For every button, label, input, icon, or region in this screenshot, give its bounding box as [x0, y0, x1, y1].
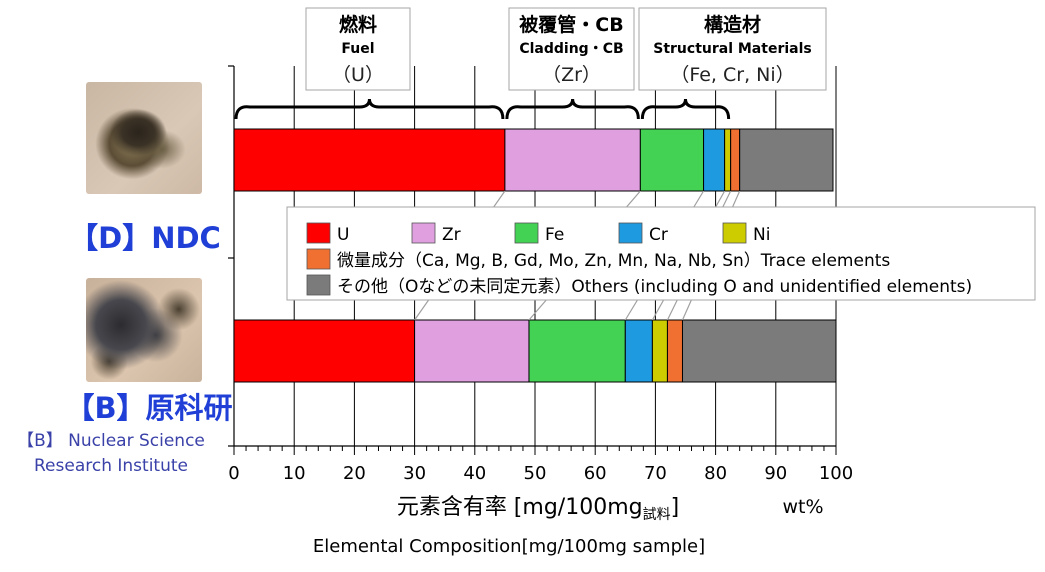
group-title-jp: 燃料 [339, 13, 377, 36]
bar-segment-fe [639, 128, 705, 192]
group-title-jp: 構造材 [704, 13, 761, 36]
x-axis-label-jp: 元素含有率 [mg/100mg試料] [397, 495, 679, 523]
x-axis-label-en: Elemental Composition[mg/100mg sample] [313, 536, 705, 557]
sample-d-label: 【D】NDC [69, 221, 221, 255]
bar-segment-u [233, 128, 506, 192]
group-brace [234, 98, 505, 120]
legend-label-u: U [337, 225, 349, 245]
bar-segment-zr [414, 319, 530, 383]
group-elements: （U） [332, 64, 384, 86]
group-brace [640, 98, 731, 120]
bar-segment-u [233, 319, 416, 383]
bar-segment-trace [730, 128, 741, 192]
sample-b-label: 【B】原科研 [65, 391, 232, 425]
group-box [638, 7, 827, 91]
legend-label-fe: Fe [545, 225, 564, 245]
x-tick-label: 90 [764, 463, 787, 484]
legend-swatch-cr [618, 222, 643, 244]
x-tick-label: 0 [228, 463, 239, 484]
group-title-jp: 被覆管・CB [519, 13, 623, 36]
x-tick-label: 70 [644, 463, 667, 484]
legend-label-ni: Ni [753, 225, 770, 245]
x-tick-label: 60 [584, 463, 607, 484]
group-box [508, 7, 635, 91]
group-elements: （Fe, Cr, Ni） [670, 64, 794, 86]
sample-b-photo [86, 278, 202, 382]
sample-b-sublabel: Research Institute [34, 456, 188, 476]
x-tick-label: 80 [704, 463, 727, 484]
x-tick-label: 50 [524, 463, 547, 484]
bar-segment-others [739, 128, 834, 192]
legend-label-trace: 微量成分（Ca, Mg, B, Gd, Mo, Zn, Mn, Na, Nb, … [337, 251, 890, 271]
x-axis-unit: wt% [782, 496, 823, 518]
bar-segment-trace [666, 319, 683, 383]
legend-label-others: その他（Oなどの未同定元素）Others (including O and un… [337, 277, 972, 297]
bar-segment-cr [624, 319, 653, 383]
group-brace [505, 98, 640, 120]
sample-b-sublabel: 【B】 Nuclear Science [17, 431, 205, 451]
x-tick-label: 30 [403, 463, 426, 484]
legend-label-zr: Zr [442, 225, 461, 245]
legend-swatch-u [306, 222, 331, 244]
legend-box [286, 206, 1036, 301]
group-box [305, 7, 411, 91]
legend-swatch-fe [514, 222, 539, 244]
bar-segment-zr [504, 128, 641, 192]
legend-label-cr: Cr [649, 225, 668, 245]
legend-swatch-trace [306, 248, 331, 270]
legend-swatch-others [306, 274, 331, 296]
bar-segment-others [681, 319, 837, 383]
bar-segment-cr [703, 128, 726, 192]
bar-segment-ni [651, 319, 668, 383]
group-title-en: Structural Materials [653, 41, 811, 57]
x-tick-label: 100 [819, 463, 853, 484]
group-title-en: Cladding・CB [519, 41, 623, 57]
x-tick-label: 10 [283, 463, 306, 484]
group-title-en: Fuel [341, 41, 374, 57]
sample-d-photo [86, 82, 202, 194]
legend-swatch-ni [722, 222, 747, 244]
x-tick-label: 20 [343, 463, 366, 484]
legend-swatch-zr [411, 222, 436, 244]
bar-segment-ni [724, 128, 732, 192]
x-tick-label: 40 [463, 463, 486, 484]
bar-segment-fe [528, 319, 626, 383]
group-elements: （Zr） [542, 64, 601, 86]
